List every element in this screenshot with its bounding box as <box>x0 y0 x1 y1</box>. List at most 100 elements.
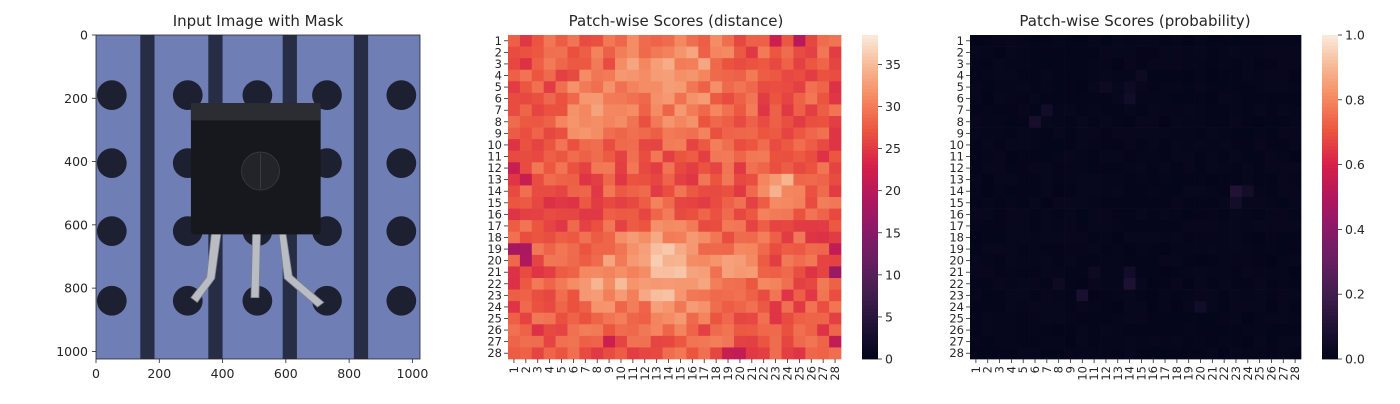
heatmap-cell <box>970 254 983 267</box>
heatmap-cell <box>769 116 782 128</box>
heatmap-cell <box>662 81 675 94</box>
heatmap-cell <box>1111 231 1125 244</box>
heatmap-cell <box>650 324 663 337</box>
colorbar-segment <box>1322 207 1338 212</box>
heatmap-cell <box>579 139 592 152</box>
heatmap-cell <box>1159 81 1172 94</box>
heatmap-cell <box>662 58 675 71</box>
heatmap-cell <box>1218 150 1231 163</box>
colorbar-segment <box>1322 330 1338 335</box>
heatmap-cell <box>1029 301 1042 314</box>
y-tick-label: 25 <box>949 312 964 326</box>
x-tick-label: 12 <box>1099 366 1113 381</box>
heatmap-cell <box>710 278 723 290</box>
distance-heatmap <box>508 35 842 360</box>
heatmap-cell <box>1017 173 1030 186</box>
heatmap-cell <box>1147 116 1160 128</box>
heatmap-cell <box>1241 197 1255 209</box>
heatmap-cell <box>1040 243 1054 256</box>
heatmap-cell <box>1052 81 1065 94</box>
x-tick-label: 2 <box>519 366 533 373</box>
heatmap-cell <box>733 81 747 94</box>
heatmap-cell <box>793 150 806 163</box>
x-tick-label: 24 <box>780 366 794 381</box>
heatmap-cell <box>698 185 711 198</box>
heatmap-cell <box>674 254 687 267</box>
heatmap-cell <box>1159 220 1172 233</box>
heatmap-cell <box>662 220 675 233</box>
heatmap-cell <box>650 58 663 71</box>
heatmap-cell <box>555 220 568 233</box>
heatmap-cell <box>1289 266 1302 279</box>
heatmap-cell <box>1182 324 1195 337</box>
heatmap-cell <box>686 150 699 163</box>
heatmap-cell <box>662 104 675 117</box>
heatmap-cell <box>1029 197 1042 209</box>
heatmap-cell <box>722 324 735 337</box>
heatmap-cell <box>1111 104 1125 117</box>
colorbar-segment <box>1322 197 1338 201</box>
heatmap-cell <box>1265 254 1278 267</box>
heatmap-cell <box>1218 301 1231 314</box>
colorbar-segment <box>1322 233 1338 237</box>
heatmap-cell <box>1206 116 1219 128</box>
heatmap-cell <box>591 58 604 71</box>
heatmap-cell <box>733 197 747 209</box>
heatmap-cell <box>555 81 568 94</box>
colorbar-segment <box>862 344 878 349</box>
heatmap-cell <box>1289 335 1302 348</box>
heatmap-cell <box>1017 231 1030 244</box>
colorbar-segment <box>1322 96 1338 101</box>
heatmap-cell <box>626 254 640 267</box>
heatmap-cell <box>1135 139 1148 152</box>
heatmap-cell <box>829 162 842 175</box>
colorbar-segment <box>1322 60 1338 65</box>
heatmap-cell <box>543 197 556 209</box>
heatmap-cell <box>710 127 723 140</box>
heatmap-cell <box>993 289 1006 302</box>
heatmap-cell <box>603 324 616 337</box>
heatmap-cell <box>805 208 818 221</box>
heatmap-cell <box>638 312 652 325</box>
heatmap-cell <box>1064 69 1077 82</box>
heatmap-cell <box>698 116 711 128</box>
heatmap-cell <box>1135 301 1148 314</box>
heatmap-cell <box>1017 162 1030 175</box>
heatmap-cell <box>1147 185 1160 198</box>
heatmap-cell <box>1100 46 1113 59</box>
heatmap-cell <box>1029 58 1042 71</box>
heatmap-cell <box>1100 35 1113 47</box>
heatmap-cell <box>662 173 675 186</box>
y-tick-label: 20 <box>487 254 502 268</box>
x-tick-label: 16 <box>685 366 699 381</box>
heatmap-cell <box>781 254 794 267</box>
heatmap-cell <box>805 81 818 94</box>
heatmap-cell <box>1194 266 1207 279</box>
heatmap-cell <box>1253 116 1266 128</box>
colorbar-segment <box>1322 117 1338 122</box>
heatmap-cell <box>650 254 663 267</box>
heatmap-cell <box>745 266 759 279</box>
heatmap-cell <box>1040 46 1054 59</box>
heatmap-cell <box>1147 139 1160 152</box>
heatmap-cell <box>1040 301 1054 314</box>
heatmap-cell <box>1194 208 1207 221</box>
heatmap-cell <box>674 173 687 186</box>
heatmap-cell <box>531 185 545 198</box>
heatmap-cell <box>686 278 699 290</box>
heatmap-cell <box>1088 69 1101 82</box>
heatmap-cell <box>1182 185 1195 198</box>
heatmap-cell <box>1289 185 1302 198</box>
heatmap-cell <box>993 127 1006 140</box>
heatmap-cell <box>1100 289 1113 302</box>
heatmap-cell <box>1241 104 1255 117</box>
heatmap-cell <box>805 162 818 175</box>
x-tick-label: 20 <box>1194 366 1208 381</box>
heatmap-cell <box>686 254 699 267</box>
heatmap-cell <box>615 46 628 59</box>
heatmap-cell <box>638 173 652 186</box>
heatmap-cell <box>793 266 806 279</box>
heatmap-cell <box>1111 266 1125 279</box>
heatmap-cell <box>1005 81 1018 94</box>
heatmap-cell <box>1052 92 1065 105</box>
